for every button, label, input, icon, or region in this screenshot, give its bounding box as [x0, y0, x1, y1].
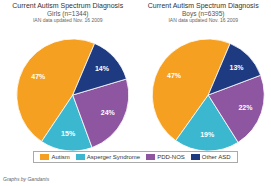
svg-text:47%: 47%: [167, 72, 182, 79]
svg-text:47%: 47%: [31, 73, 46, 80]
html-text:Current Autism Spectrum Diagno: Current Autism Spectrum Diagnosis: [12, 2, 124, 9]
html-text:Autism: Autism: [51, 154, 70, 160]
html-text:PDD-NOS: PDD-NOS: [157, 154, 185, 160]
html-text:Current Autism Spectrum Diagno: Current Autism Spectrum Diagnosis: [147, 2, 259, 9]
html-text:Girls (n=1344): Girls (n=1344): [47, 10, 89, 17]
svg-text:19%: 19%: [200, 131, 215, 138]
html-text:Boys (n=6395): Boys (n=6395): [182, 10, 225, 17]
svg-text:22%: 22%: [238, 104, 253, 111]
html-text:Graphs by Gandants: Graphs by Gandants: [3, 176, 50, 182]
html-text:Asperger Syndrome: Asperger Syndrome: [86, 154, 141, 160]
html-text:IAN data updated Nov. 16 2009: IAN data updated Nov. 16 2009: [32, 16, 103, 23]
svg-text:15%: 15%: [61, 130, 76, 137]
html-text:Other ASD: Other ASD: [201, 154, 231, 160]
html-text:IAN data updated Nov. 16 2009: IAN data updated Nov. 16 2009: [168, 16, 239, 23]
svg-text:13%: 13%: [230, 64, 245, 71]
svg-text:24%: 24%: [101, 109, 116, 116]
svg-text:14%: 14%: [95, 65, 110, 72]
